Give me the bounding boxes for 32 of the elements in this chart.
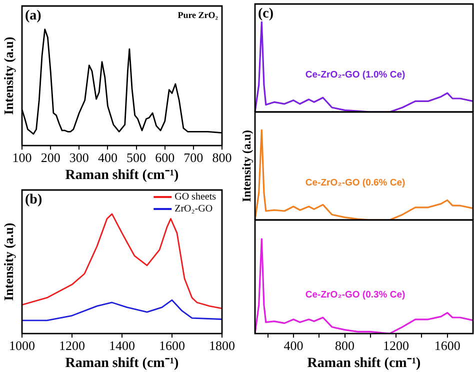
x-tick-label: 1600 [159,338,185,353]
x-tick-label: 300 [69,150,89,165]
y-axis-title: Intensity (a.u) [239,130,254,202]
x-tick-label: 200 [40,150,60,165]
x-tick-label: 400 [98,150,118,165]
x-tick-label: 700 [184,150,204,165]
chart-title: (a) [25,8,42,24]
x-axis-title: Raman shift (cm⁻¹) [65,356,180,372]
legend-label: ZrO₂-GO [174,204,213,215]
text: Ce-ZrO₂-GO (0.3% Ce) [305,289,406,300]
series-label: Ce-ZrO₂-GO (0.6% Ce) [305,177,406,188]
x-tick-label: 400 [284,338,304,353]
x-tick-label: 800 [212,150,232,165]
y-axis-title: Intensity (a.u) [1,36,16,115]
x-tick-label: 1800 [209,338,235,353]
y-axis-title: Intensity (a.u) [1,222,16,301]
x-tick-label: 1400 [109,338,135,353]
x-tick-label: 1000 [9,338,35,353]
x-tick-label: 500 [126,150,146,165]
text: Ce-ZrO₂-GO (1.0% Ce) [305,69,406,80]
x-tick-label: 1200 [383,338,410,353]
chart-title: (c) [258,6,274,22]
x-axis-title: Raman shift (cm⁻¹) [65,168,180,184]
x-tick-label: 100 [12,150,32,165]
x-tick-label: 800 [335,338,355,353]
legend-label: GO sheets [174,192,216,203]
x-tick-label: 600 [155,150,175,165]
text: Pure ZrO₂ [178,10,218,20]
chart-title: (b) [25,192,42,208]
x-axis-title: Raman shift (cm⁻¹) [307,356,422,372]
x-tick-label: 1600 [434,338,460,353]
x-tick-label: 1200 [59,338,85,353]
